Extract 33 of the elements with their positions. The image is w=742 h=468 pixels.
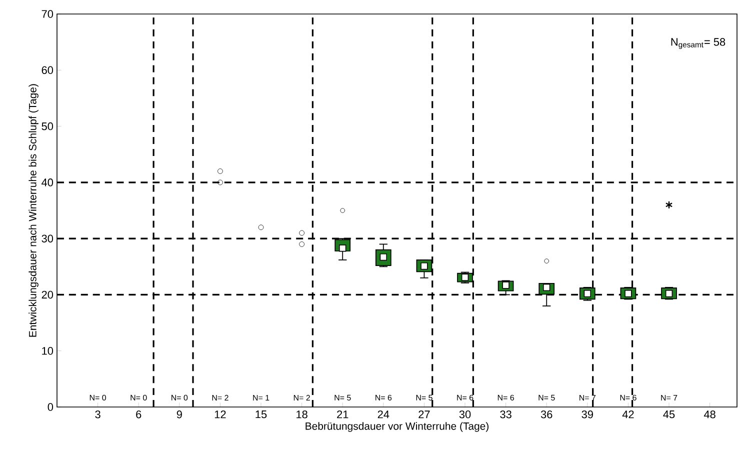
y-tick-label: 70 — [42, 10, 54, 18]
point — [299, 241, 304, 247]
x-tick-label: 24 — [378, 410, 390, 418]
x-tick-label: 6 — [136, 410, 142, 418]
y-axis-title: Entwicklungsdauer nach Winterruhe bis Schlupf (Tage) — [28, 84, 38, 337]
x-tick-label: 18 — [296, 410, 308, 418]
x-tick-label: 3 — [95, 410, 100, 418]
y-tick-label: 50 — [42, 122, 54, 130]
point — [665, 200, 673, 209]
x-tick-label: 15 — [256, 410, 267, 418]
x-tick-label: 9 — [176, 410, 182, 418]
x-tick-label: 21 — [337, 410, 348, 418]
y-tick-label: 20 — [42, 290, 54, 299]
annotation: N$_{gesamt}$= 58 — [671, 38, 726, 49]
x-axis-title: Bebrütungsdauer vor Winterruhe (Tage) — [306, 422, 488, 432]
y-tick-label: 40 — [42, 178, 54, 186]
x-tick-label: 12 — [214, 410, 226, 418]
x-tick-label: 33 — [500, 410, 512, 418]
x-tick-label: 42 — [622, 410, 634, 418]
x-tick-label: 39 — [582, 410, 593, 418]
point — [218, 168, 223, 174]
y-tick-label: 60 — [42, 66, 54, 74]
x-tick-label: 48 — [704, 410, 716, 418]
point — [299, 230, 304, 236]
x-tick-label: 45 — [663, 410, 675, 418]
y-tick-label: 0 — [48, 403, 54, 411]
x-tick-label: 36 — [540, 410, 552, 418]
x-tick-label: 30 — [459, 410, 471, 418]
x-tick-label: 27 — [418, 410, 430, 418]
point — [258, 224, 264, 230]
y-tick-label: 10 — [42, 346, 54, 355]
y-tick-label: 30 — [42, 234, 54, 242]
point — [218, 180, 223, 186]
